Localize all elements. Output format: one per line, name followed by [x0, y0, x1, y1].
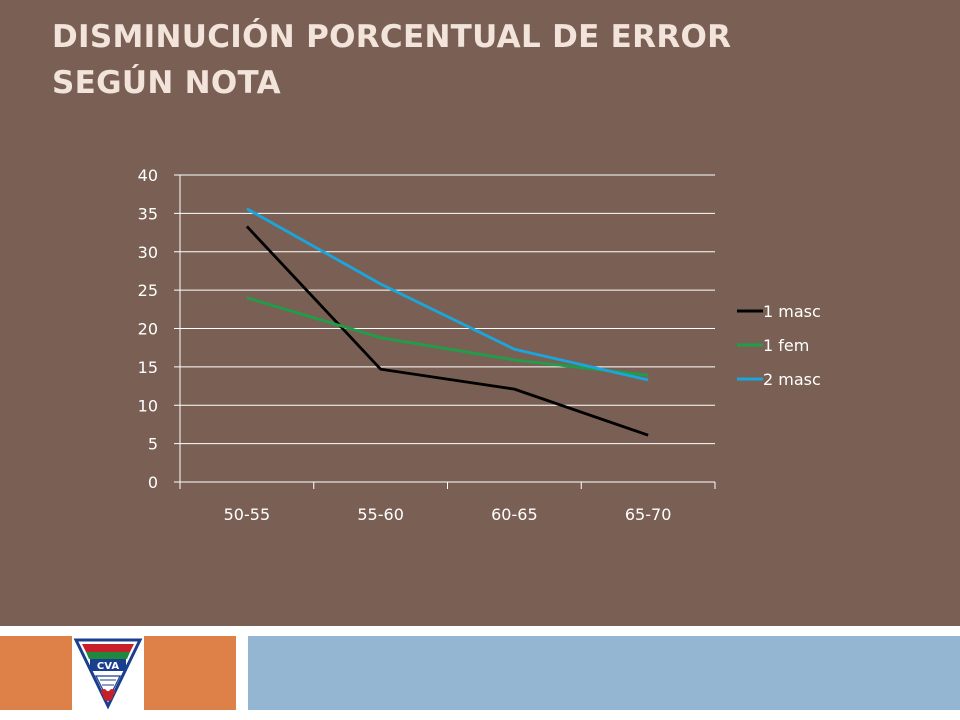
x-tick-label: 50-55 — [224, 505, 271, 524]
y-tick-label: 35 — [138, 204, 158, 223]
x-tick-label: 65-70 — [625, 505, 672, 524]
y-tick-label: 10 — [138, 396, 158, 415]
series-line-1-fem — [246, 296, 649, 377]
y-tick-label: 40 — [138, 166, 158, 185]
legend-label: 2 masc — [763, 370, 821, 389]
slide-background — [0, 0, 960, 626]
series-line-1-masc — [245, 225, 649, 437]
logo-text: CVA — [97, 661, 119, 672]
club-crest-icon: CVA — [73, 638, 143, 710]
y-tick-label: 5 — [148, 435, 158, 454]
y-tick-label: 20 — [138, 320, 158, 339]
line-chart: 0 5 10 15 20 25 30 35 40 50-55 55-60 60-65 65-70 1 ma… — [138, 166, 821, 524]
x-tick-label: 60-65 — [491, 505, 538, 524]
x-tick-label: 55-60 — [357, 505, 404, 524]
y-tick-label: 25 — [138, 281, 158, 300]
footer-blue-panel — [248, 636, 960, 710]
legend-label: 1 fem — [763, 336, 809, 355]
title-line-1: DISMINUCIÓN PORCENTUAL DE ERROR — [52, 19, 732, 55]
legend-label: 1 masc — [763, 302, 821, 321]
y-tick-label: 0 — [148, 473, 158, 492]
club-logo: CVA — [72, 634, 144, 710]
y-tick-label: 15 — [138, 358, 158, 377]
series-line-2-masc — [246, 207, 649, 382]
title-line-2: SEGÚN NOTA — [52, 65, 281, 101]
y-tick-label: 30 — [138, 243, 158, 262]
slide-title: DISMINUCIÓN PORCENTUAL DE ERROR SEGÚN NO… — [52, 14, 912, 106]
